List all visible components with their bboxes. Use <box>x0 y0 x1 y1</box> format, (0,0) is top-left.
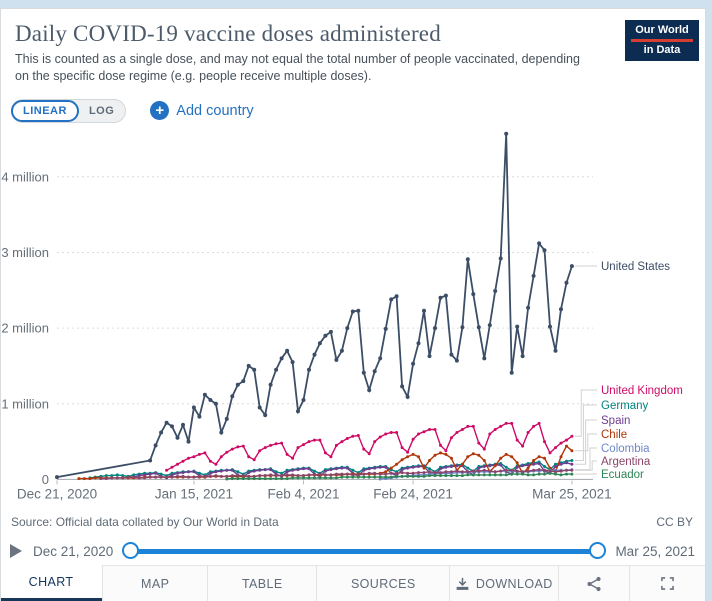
tab-chart[interactable]: CHART <box>0 565 102 601</box>
tab-download[interactable]: DOWNLOAD <box>449 565 558 601</box>
page-title: Daily COVID-19 vaccine doses administere… <box>15 21 691 47</box>
series-end-label-ecuador: Ecuador <box>601 469 644 481</box>
timeline-track[interactable] <box>129 549 599 554</box>
tab-table-label: TABLE <box>242 577 283 591</box>
tab-chart-label: CHART <box>29 575 74 589</box>
source-note: Source: Official data collated by Our Wo… <box>11 515 279 529</box>
add-country-button[interactable]: + Add country <box>150 101 253 120</box>
x-axis-label: Jan 15, 2021 <box>155 486 233 501</box>
tab-map-label: MAP <box>141 577 169 591</box>
download-tray-icon <box>456 577 469 590</box>
tab-sources-label: SOURCES <box>351 577 416 591</box>
y-axis-label: 3 million <box>1 245 49 260</box>
footer-tabs: CHART MAP TABLE SOURCES DOWNLOAD <box>0 565 706 601</box>
timeline-end-handle[interactable] <box>589 542 606 559</box>
tab-sources[interactable]: SOURCES <box>316 565 449 601</box>
x-axis-label: Feb 4, 2021 <box>267 486 339 501</box>
timeline-start-handle[interactable] <box>122 542 139 559</box>
series-end-label-germany: Germany <box>601 400 649 412</box>
timeline-start-date: Dec 21, 2020 <box>33 544 113 559</box>
chart-widget: Daily COVID-19 vaccine doses administere… <box>0 8 706 601</box>
y-axis-label: 1 million <box>1 396 49 411</box>
timeline-controls: Dec 21, 2020 Mar 25, 2021 <box>9 536 695 566</box>
share-button[interactable] <box>558 565 628 601</box>
license-badge[interactable]: CC BY <box>656 515 693 529</box>
chart-footer: Source: Official data collated by Our Wo… <box>11 515 693 529</box>
x-axis-label: Dec 21, 2020 <box>17 486 97 501</box>
owid-logo-red-bar <box>631 39 693 42</box>
expand-corners-icon <box>661 577 674 590</box>
plus-circle-icon: + <box>150 101 169 120</box>
owid-logo-line2: in Data <box>627 45 697 56</box>
tab-download-label: DOWNLOAD <box>476 577 553 591</box>
owid-logo-line1: Our World <box>627 25 697 36</box>
tab-map[interactable]: MAP <box>102 565 207 601</box>
log-scale-button[interactable]: LOG <box>78 102 125 120</box>
x-axis-label: Feb 24, 2021 <box>373 486 453 501</box>
x-axis-label: Mar 25, 2021 <box>532 486 612 501</box>
y-axis-label: 0 <box>42 472 49 487</box>
series-end-label-chile: Chile <box>601 429 627 441</box>
series-end-label-colombia: Colombia <box>601 443 650 455</box>
timeline-slider[interactable] <box>123 542 605 560</box>
add-country-label: Add country <box>176 103 253 119</box>
leader-line-spain <box>575 420 597 464</box>
tab-table[interactable]: TABLE <box>207 565 316 601</box>
chart-header: Daily COVID-19 vaccine doses administere… <box>1 9 705 85</box>
series-end-label-united-states: United States <box>601 261 670 273</box>
chart-subtitle: This is counted as a single dose, and ma… <box>15 51 587 85</box>
y-axis-label: 4 million <box>1 169 49 184</box>
y-axis-label: 2 million <box>1 321 49 336</box>
play-button[interactable] <box>9 543 23 559</box>
line-chart-canvas[interactable]: 0 1 million 2 million 3 million 4 million Dec… <box>1 119 706 513</box>
series-united-states <box>55 132 574 479</box>
fullscreen-button[interactable] <box>629 565 706 601</box>
series-united-kingdom <box>165 422 573 472</box>
series-end-label-argentina: Argentina <box>601 456 651 468</box>
series-end-label-spain: Spain <box>601 415 630 427</box>
series-end-label-united-kingdom: United Kingdom <box>601 385 683 397</box>
share-nodes-icon <box>586 576 602 592</box>
owid-logo[interactable]: Our World in Data <box>625 20 699 61</box>
timeline-end-date: Mar 25, 2021 <box>615 544 695 559</box>
